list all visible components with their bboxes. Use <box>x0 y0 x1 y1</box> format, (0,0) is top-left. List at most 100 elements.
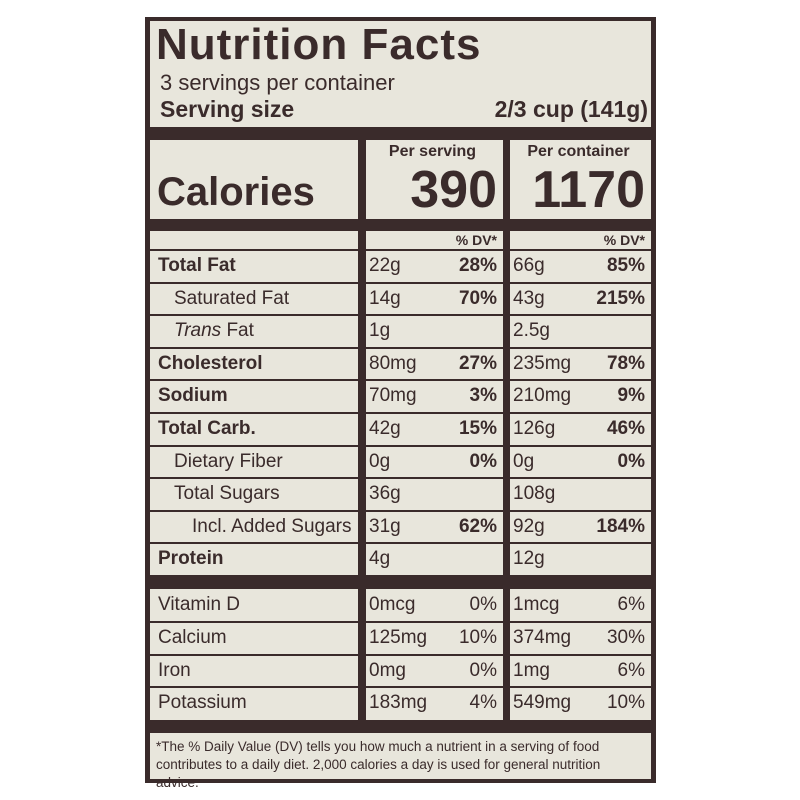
amount: 108g <box>513 483 556 505</box>
serving-size-label: Serving size <box>160 96 295 122</box>
row-rule <box>150 314 651 317</box>
row-rule <box>150 281 651 284</box>
row-label-italic: Trans <box>174 320 222 342</box>
footnote: *The % Daily Value (DV) tells you how mu… <box>156 739 601 790</box>
thick-rule <box>150 127 651 140</box>
row-label-text: Vitamin D <box>158 594 241 615</box>
calories-label: Calories <box>157 170 315 214</box>
thick-rule <box>150 575 651 589</box>
daily-value: 184% <box>596 515 645 537</box>
daily-value: 10% <box>458 626 497 648</box>
daily-value: 6% <box>617 594 645 615</box>
amount: 549mg <box>513 692 572 714</box>
amount: 92g <box>513 515 545 537</box>
row-rule <box>150 249 651 251</box>
amount: 70mg <box>369 385 417 407</box>
amount: 0mg <box>369 659 406 681</box>
row-label: Total Fat <box>158 250 236 283</box>
row-rule <box>150 412 651 414</box>
thick-rule <box>150 219 651 231</box>
amount: 43g <box>513 287 545 309</box>
daily-value: 10% <box>606 692 645 714</box>
amount: 1mg <box>513 659 550 681</box>
amount: 210mg <box>513 385 572 407</box>
calories-value: 1170 <box>532 161 645 219</box>
daily-value: 78% <box>606 352 645 374</box>
row-label-text: Sodium <box>158 385 228 407</box>
serving-size: 2/3 cup (141g) <box>494 96 648 122</box>
row-label: Incl. Added Sugars <box>192 511 352 544</box>
calories-value: 390 <box>410 161 497 219</box>
row-label-text: Potassium <box>158 692 247 714</box>
row-label-text: Saturated Fat <box>174 287 290 309</box>
row-label-text: Protein <box>158 548 224 570</box>
row-rule <box>150 542 651 545</box>
amount: 0mcg <box>369 594 416 615</box>
amount: 0g <box>513 450 535 472</box>
row-label: Total Carb. <box>158 413 256 446</box>
row-label: Calcium <box>158 622 227 655</box>
daily-value: 28% <box>458 255 497 276</box>
daily-value: 9% <box>617 385 645 407</box>
amount: 235mg <box>513 352 572 374</box>
daily-value: 0% <box>469 594 497 615</box>
daily-value: 215% <box>596 287 645 309</box>
amount: 2.5g <box>513 320 550 342</box>
amount: 42g <box>369 418 401 439</box>
amount: 80mg <box>369 352 417 374</box>
amount: 14g <box>369 287 401 309</box>
row-label-text: Total Carb. <box>158 418 256 439</box>
label-panel <box>150 21 651 779</box>
amount: 31g <box>369 515 401 537</box>
row-label-text: Dietary Fiber <box>174 450 283 472</box>
row-label-text: Total Sugars <box>174 483 280 505</box>
row-rule <box>150 379 651 382</box>
column-header: Per container <box>527 143 630 160</box>
amount: 12g <box>513 548 545 570</box>
title: Nutrition Facts <box>156 20 482 69</box>
column-header: Per serving <box>388 143 477 160</box>
amount: 125mg <box>369 626 428 648</box>
amount: 374mg <box>513 626 572 648</box>
amount: 126g <box>513 418 556 439</box>
amount: 183mg <box>369 692 428 714</box>
daily-value: 15% <box>458 418 497 439</box>
daily-value: 70% <box>458 287 497 309</box>
daily-value: 85% <box>606 255 645 276</box>
daily-value: 3% <box>469 385 497 407</box>
row-label-text: Iron <box>158 659 191 681</box>
amount: 36g <box>369 483 401 505</box>
amount: 66g <box>513 255 545 276</box>
row-rule <box>150 620 651 623</box>
row-label-text: Incl. Added Sugars <box>192 515 352 537</box>
row-label: Sodium <box>158 380 228 413</box>
row-label: Potassium <box>158 687 247 720</box>
row-label: Iron <box>158 655 191 688</box>
row-rule <box>150 477 651 480</box>
row-label-text: Fat <box>226 320 254 342</box>
servings: 3 servings per container <box>160 70 395 95</box>
row-label-text: Cholesterol <box>158 352 263 374</box>
row-label: Trans Fat <box>174 315 254 348</box>
daily-value: 6% <box>617 659 645 681</box>
row-label: Total Sugars <box>174 478 280 511</box>
row-label: Cholesterol <box>158 348 263 381</box>
row-rule <box>150 444 651 447</box>
row-rule <box>150 653 651 656</box>
thick-rule <box>150 720 651 733</box>
daily-value: 30% <box>606 626 645 648</box>
row-label: Protein <box>158 543 223 576</box>
daily-value: 0% <box>469 659 497 681</box>
amount: 1g <box>369 320 391 342</box>
amount: 1mcg <box>513 594 560 615</box>
amount: 0g <box>369 450 391 472</box>
daily-value: 0% <box>617 450 645 472</box>
daily-value: 46% <box>606 418 645 439</box>
row-rule <box>150 509 651 512</box>
amount: 22g <box>369 255 401 276</box>
row-label: Dietary Fiber <box>174 446 283 479</box>
row-rule <box>150 686 651 689</box>
row-label-text: Calcium <box>158 626 227 648</box>
column-divider <box>358 140 366 722</box>
